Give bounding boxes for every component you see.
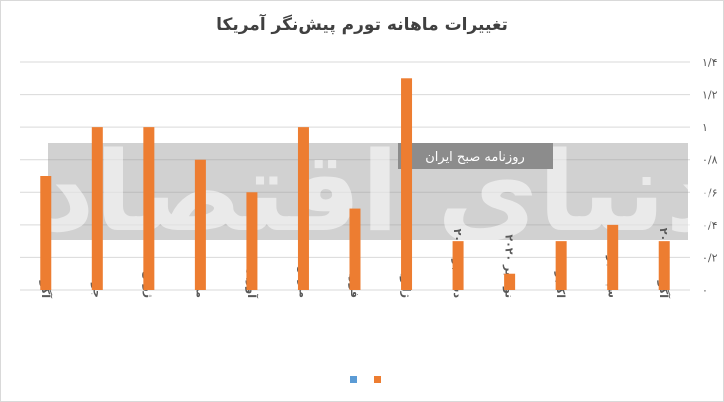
bar xyxy=(555,241,567,290)
y-tick-label: ۱/۴ xyxy=(702,56,718,69)
chart-title: تغییرات ماهانه تورم پیش‌نگر آمریکا xyxy=(216,13,508,35)
legend-swatch xyxy=(350,376,357,383)
bar xyxy=(40,176,52,290)
y-tick-label: ۱ xyxy=(702,121,708,134)
bar xyxy=(452,241,464,290)
legend-swatch xyxy=(374,376,381,383)
bar xyxy=(504,273,516,290)
y-tick-label: ۰ xyxy=(702,284,708,297)
bar xyxy=(607,224,619,290)
y-tick-label: ۰/۲ xyxy=(702,251,718,264)
watermark-band xyxy=(48,143,688,240)
bar xyxy=(658,241,670,290)
y-tick-label: ۰/۸ xyxy=(702,154,718,167)
bar xyxy=(246,192,258,290)
bar xyxy=(349,208,361,290)
watermark-label-bg xyxy=(398,143,553,169)
bar xyxy=(91,127,103,291)
y-tick-label: ۱/۲ xyxy=(702,89,718,102)
y-tick-label: ۰/۶ xyxy=(702,186,718,199)
bar xyxy=(194,159,206,290)
bar xyxy=(297,127,309,291)
watermark-label: روزنامه صبح ایران xyxy=(425,150,525,165)
y-tick-label: ۰/۴ xyxy=(702,219,718,232)
bar xyxy=(401,78,413,291)
bar xyxy=(143,127,155,291)
